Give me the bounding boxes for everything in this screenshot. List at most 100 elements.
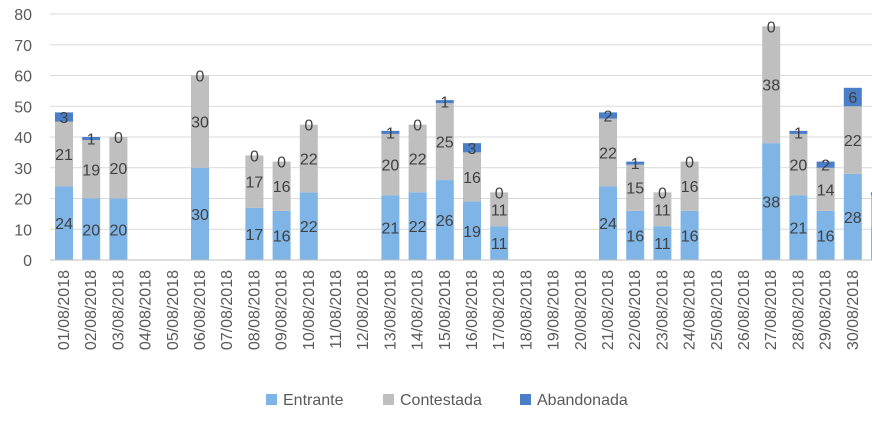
data-label: 22 xyxy=(300,152,318,169)
data-label: 24 xyxy=(55,216,73,233)
data-label: 20 xyxy=(82,222,100,239)
data-label: 1 xyxy=(440,95,449,112)
data-label: 22 xyxy=(300,219,318,236)
x-tick-label: 13/08/2018 xyxy=(382,270,399,350)
x-tick-label: 14/08/2018 xyxy=(410,270,427,350)
data-label: 0 xyxy=(658,185,667,202)
y-tick-label: 30 xyxy=(14,161,32,178)
legend-swatch-entrante xyxy=(266,394,277,405)
data-label: 0 xyxy=(277,155,286,172)
data-label: 24 xyxy=(599,216,617,233)
data-label: 0 xyxy=(196,69,205,86)
data-label: 6 xyxy=(848,90,857,107)
data-label: 1 xyxy=(386,125,395,142)
x-tick-label: 21/08/2018 xyxy=(600,270,617,350)
data-label: 16 xyxy=(681,228,699,245)
x-tick-label: 28/08/2018 xyxy=(790,270,807,350)
data-label: 17 xyxy=(246,227,264,244)
x-tick-label: 05/08/2018 xyxy=(165,270,182,350)
data-label: 21 xyxy=(382,221,400,238)
data-label: 20 xyxy=(110,161,128,178)
y-tick-label: 50 xyxy=(14,99,32,116)
x-tick-label: 29/08/2018 xyxy=(818,270,835,350)
x-tick-label: 10/08/2018 xyxy=(301,270,318,350)
data-label: 0 xyxy=(413,118,422,135)
data-label: 11 xyxy=(491,202,508,219)
data-label: 3 xyxy=(60,110,69,127)
data-label: 1 xyxy=(631,156,640,173)
data-label: 17 xyxy=(246,175,264,192)
y-tick-label: 40 xyxy=(14,130,32,147)
x-tick-label: 12/08/2018 xyxy=(355,270,372,350)
data-label: 20 xyxy=(382,158,400,175)
data-label: 20 xyxy=(790,158,808,175)
x-tick-label: 22/08/2018 xyxy=(627,270,644,350)
data-label: 2 xyxy=(821,158,830,175)
x-tick-label: 20/08/2018 xyxy=(573,270,590,350)
x-tick-label: 07/08/2018 xyxy=(219,270,236,350)
data-label: 21 xyxy=(55,147,73,164)
data-label: 0 xyxy=(114,130,123,147)
data-label: 16 xyxy=(273,228,291,245)
x-tick-label: 02/08/2018 xyxy=(83,270,100,350)
data-label: 1 xyxy=(87,132,96,149)
x-tick-label: 15/08/2018 xyxy=(437,270,454,350)
data-label: 0 xyxy=(767,19,776,36)
data-label: 15 xyxy=(626,181,644,198)
data-label: 30 xyxy=(191,115,209,132)
data-label: 26 xyxy=(436,213,454,230)
data-label: 28 xyxy=(844,210,862,227)
legend-label-entrante: Entrante xyxy=(283,392,344,409)
data-label: 16 xyxy=(463,170,481,187)
data-label: 16 xyxy=(817,228,835,245)
data-label: 19 xyxy=(82,162,100,179)
data-label: 38 xyxy=(762,78,780,95)
x-tick-label: 27/08/2018 xyxy=(763,270,780,350)
data-label: 38 xyxy=(762,195,780,212)
data-label: 20 xyxy=(110,222,128,239)
data-label: 0 xyxy=(250,148,259,165)
data-label: 25 xyxy=(436,135,454,152)
data-label: 30 xyxy=(191,207,209,224)
data-label: 0 xyxy=(685,155,694,172)
data-label: 22 xyxy=(844,133,862,150)
y-tick-label: 80 xyxy=(14,7,32,24)
data-label: 21 xyxy=(790,221,808,238)
x-tick-label: 08/08/2018 xyxy=(246,270,263,350)
x-tick-label: 11/08/2018 xyxy=(328,270,345,349)
data-label: 19 xyxy=(463,224,481,241)
data-label: 16 xyxy=(681,179,699,196)
y-tick-label: 20 xyxy=(14,192,32,209)
data-label: 22 xyxy=(409,219,427,236)
x-tick-label: 01/08/2018 xyxy=(56,270,73,350)
data-label: 3 xyxy=(468,141,477,158)
x-tick-label: 09/08/2018 xyxy=(274,270,291,350)
data-label: 0 xyxy=(304,118,313,135)
data-label: 22 xyxy=(599,145,617,162)
data-label: 14 xyxy=(817,182,835,199)
x-tick-label: 16/08/2018 xyxy=(464,270,481,350)
data-label: 2 xyxy=(604,108,613,125)
data-label: 11 xyxy=(654,202,671,219)
y-tick-label: 0 xyxy=(23,253,32,270)
data-label: 0 xyxy=(495,185,504,202)
x-tick-label: 19/08/2018 xyxy=(546,270,563,350)
y-tick-label: 60 xyxy=(14,69,32,86)
data-label: 22 xyxy=(409,152,427,169)
data-label: 1 xyxy=(794,125,803,142)
data-label: 11 xyxy=(654,236,671,253)
legend-swatch-abandonada xyxy=(520,394,531,405)
data-label: 11 xyxy=(491,236,508,253)
x-tick-label: 06/08/2018 xyxy=(192,270,209,350)
legend-swatch-contestada xyxy=(383,394,394,405)
x-tick-label: 17/08/2018 xyxy=(491,270,508,350)
data-label: 16 xyxy=(273,179,291,196)
x-tick-label: 30/08/2018 xyxy=(845,270,862,350)
legend-label-contestada: Contestada xyxy=(400,392,482,409)
x-tick-label: 04/08/2018 xyxy=(138,270,155,350)
y-tick-label: 10 xyxy=(14,222,32,239)
data-label: 16 xyxy=(626,228,644,245)
y-tick-label: 70 xyxy=(14,38,32,55)
